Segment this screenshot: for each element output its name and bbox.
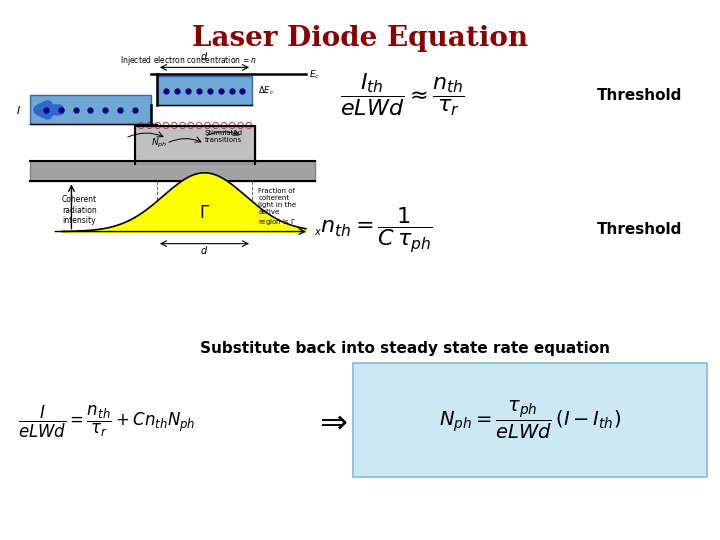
Text: $I$: $I$	[16, 104, 21, 116]
Bar	[135, 126, 255, 164]
Text: $\Delta E_c$: $\Delta E_c$	[258, 85, 274, 97]
Text: $E_c$: $E_c$	[309, 68, 320, 80]
Bar	[30, 161, 315, 181]
Text: $d$: $d$	[200, 244, 209, 256]
Text: $\dfrac{I}{eLWd} = \dfrac{n_{th}}{\tau_r} + Cn_{th}N_{ph}$: $\dfrac{I}{eLWd} = \dfrac{n_{th}}{\tau_r…	[18, 404, 195, 440]
Text: $x$: $x$	[314, 227, 322, 237]
Text: $N_{ph} = \dfrac{\tau_{ph}}{eLWd}\,(I - I_{th})$: $N_{ph} = \dfrac{\tau_{ph}}{eLWd}\,(I - …	[439, 399, 621, 441]
Text: Threshold: Threshold	[598, 222, 683, 238]
FancyBboxPatch shape	[353, 363, 707, 477]
Bar	[30, 95, 150, 124]
Text: Fraction of
coherent
light in the
active
region is $\Gamma$: Fraction of coherent light in the active…	[258, 188, 297, 227]
Bar	[157, 76, 252, 105]
Text: Injected electron concentration = $n$: Injected electron concentration = $n$	[120, 53, 257, 66]
Text: Substitute back into steady state rate equation: Substitute back into steady state rate e…	[200, 341, 610, 355]
Text: $\Rightarrow$: $\Rightarrow$	[312, 406, 348, 438]
Text: $\Gamma$: $\Gamma$	[199, 204, 210, 221]
Text: $N_{ph}$: $N_{ph}$	[150, 137, 167, 150]
Text: Threshold: Threshold	[598, 87, 683, 103]
Text: $n_{th} = \dfrac{1}{C\,\tau_{ph}}$: $n_{th} = \dfrac{1}{C\,\tau_{ph}}$	[320, 205, 433, 255]
Text: Laser Diode Equation: Laser Diode Equation	[192, 25, 528, 52]
Text: $\dfrac{I_{th}}{eLWd} \approx \dfrac{n_{th}}{\tau_r}$: $\dfrac{I_{th}}{eLWd} \approx \dfrac{n_{…	[340, 72, 465, 118]
Text: Coherent
radiation
intensity: Coherent radiation intensity	[62, 195, 97, 225]
Text: Stimulated
transitions: Stimulated transitions	[204, 130, 243, 143]
Text: $d$: $d$	[200, 50, 209, 63]
